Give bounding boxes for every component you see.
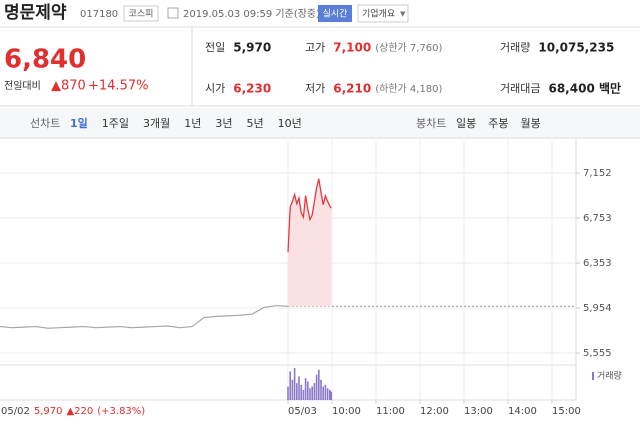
stat-value: 7,100	[333, 41, 371, 55]
period-tab[interactable]: 5년	[247, 117, 264, 130]
x-tick-label: 10:00	[332, 406, 361, 417]
volume-bar	[287, 386, 289, 400]
price: 6,840	[4, 45, 86, 75]
dropdown-arrow[interactable]: ▼	[400, 10, 406, 18]
period-tab[interactable]: 3년	[215, 117, 232, 130]
change-label: 전일대비	[4, 80, 41, 92]
x-tick-label: 13:00	[464, 406, 493, 417]
volume-bar	[329, 389, 331, 400]
period-tab[interactable]: 1일	[70, 116, 88, 130]
prev-day-summary: 5,970	[34, 406, 63, 417]
candle-chart-label: 봉차트	[416, 117, 446, 130]
volume-bar	[289, 371, 291, 400]
realtime-label[interactable]: 실시간	[323, 9, 348, 20]
stat-label: 거래대금	[500, 82, 540, 95]
period-tab[interactable]: 3개월	[143, 117, 170, 130]
prev-day-summary: ▲220	[66, 406, 93, 417]
y-tick-label: 5,954	[583, 303, 612, 314]
tab-bar	[0, 108, 640, 138]
volume-bar	[298, 376, 300, 400]
volume-bar	[315, 374, 318, 400]
timestamp: 2019.05.03 09:59 기준(장중)	[183, 8, 320, 20]
volume-bar	[307, 381, 309, 400]
volume-legend: 거래량	[597, 370, 622, 382]
overview-button[interactable]	[357, 4, 409, 23]
period-tab[interactable]: 1년	[184, 117, 201, 130]
stock-code: 017180	[80, 9, 118, 20]
price-line	[287, 178, 332, 253]
volume-bar	[302, 389, 305, 400]
volume-bar	[322, 386, 324, 400]
stat-label: 시가	[205, 82, 225, 95]
period-tab[interactable]: 10년	[278, 117, 302, 130]
overview-label[interactable]: 기업개요	[362, 9, 395, 20]
stat-value: 6,230	[233, 82, 271, 96]
realtime-button[interactable]	[318, 5, 352, 22]
stat-note: (하한가 4,180)	[375, 82, 442, 95]
volume-bar	[309, 388, 311, 400]
volume-bar	[304, 378, 307, 400]
volume-legend-swatch	[592, 372, 594, 380]
period-tab[interactable]: 1주일	[102, 116, 129, 130]
x-tick-label: 05/03	[288, 406, 317, 417]
stat-label: 저가	[305, 82, 325, 95]
volume-bar	[296, 383, 298, 400]
volume-bar	[300, 384, 302, 400]
volume-bar	[313, 383, 316, 400]
market: 코스피	[129, 9, 154, 20]
line-chart-label: 선차트	[30, 117, 60, 130]
stock-name: 명문제약	[4, 2, 67, 23]
market-badge	[123, 5, 159, 22]
candle-tab[interactable]: 일봉	[456, 116, 476, 130]
change-pct: +14.57%	[88, 79, 148, 94]
change: ▲870	[51, 79, 86, 94]
stat-label: 전일	[205, 40, 225, 54]
prev-day-summary: (+3.83%)	[97, 406, 145, 417]
volume-bar	[293, 368, 296, 400]
stat-note: (상한가 7,760)	[375, 42, 442, 54]
stat-value: 10,075,235	[538, 41, 614, 55]
stat-value: 6,210	[333, 82, 371, 96]
x-tick-label: 11:00	[376, 406, 405, 417]
stat-label: 고가	[305, 41, 325, 54]
y-tick-label: 7,152	[583, 168, 612, 179]
x-tick-label: 14:00	[508, 406, 537, 417]
y-tick-label: 6,353	[583, 258, 612, 269]
prev-day-summary: 05/02	[1, 406, 30, 417]
volume-bar	[291, 379, 294, 400]
y-tick-label: 6,753	[583, 213, 612, 224]
volume-bar	[330, 391, 333, 400]
candle-tab[interactable]: 주봉	[488, 117, 508, 130]
volume-bar	[318, 369, 320, 400]
area-fill	[288, 178, 332, 307]
candle-tab[interactable]: 월봉	[521, 117, 541, 130]
volume-bar	[311, 386, 313, 400]
y-tick-label: 5,555	[583, 348, 612, 359]
volume-bar	[326, 388, 329, 400]
x-tick-label: 12:00	[420, 406, 449, 417]
prev-day-line	[0, 305, 289, 329]
stat-value: 5,970	[233, 41, 271, 55]
stat-label: 거래량	[500, 41, 530, 54]
volume-bar	[324, 384, 327, 400]
volume-bar	[320, 379, 322, 400]
calendar-icon	[167, 7, 179, 19]
stat-value: 68,400 백만	[548, 81, 621, 96]
x-tick-label: 15:00	[552, 406, 581, 417]
